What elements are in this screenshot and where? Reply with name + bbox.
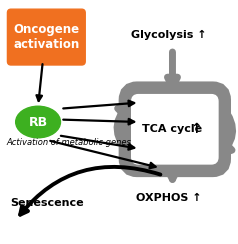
FancyBboxPatch shape bbox=[132, 95, 217, 163]
Text: Senescence: Senescence bbox=[11, 198, 84, 208]
FancyBboxPatch shape bbox=[128, 91, 222, 168]
FancyArrowPatch shape bbox=[216, 100, 233, 153]
FancyBboxPatch shape bbox=[7, 9, 85, 65]
Text: RB: RB bbox=[29, 115, 48, 129]
Text: Glycolysis ↑: Glycolysis ↑ bbox=[131, 30, 207, 40]
FancyArrowPatch shape bbox=[20, 167, 160, 215]
Text: ↑: ↑ bbox=[190, 122, 202, 136]
Text: Activation of metabolic genes: Activation of metabolic genes bbox=[6, 138, 131, 147]
Text: Oncogene
activation: Oncogene activation bbox=[13, 23, 79, 51]
Text: OXPHOS ↑: OXPHOS ↑ bbox=[136, 193, 202, 203]
Text: TCA cycle: TCA cycle bbox=[142, 124, 203, 134]
Ellipse shape bbox=[16, 106, 60, 138]
FancyArrowPatch shape bbox=[117, 105, 134, 159]
